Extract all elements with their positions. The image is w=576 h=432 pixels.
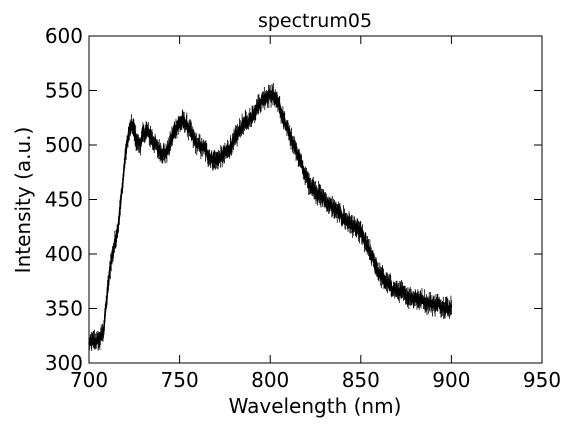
axis-tick-labels: 700 750 800 850 900 950 300 350 400 450 500 550 600 <box>45 24 561 392</box>
y-tick-label: 300 <box>45 351 83 375</box>
chart-title: spectrum05 <box>258 10 372 32</box>
x-tick-label: 800 <box>251 368 289 392</box>
x-tick-label: 950 <box>523 368 561 392</box>
x-tick-label: 850 <box>342 368 380 392</box>
x-tick-label: 700 <box>70 368 108 392</box>
y-tick-label: 600 <box>45 24 83 48</box>
x-axis-label: Wavelength (nm) <box>229 394 402 418</box>
y-tick-label: 400 <box>45 242 83 266</box>
series-line <box>88 88 453 345</box>
x-tick-label: 900 <box>432 368 470 392</box>
y-tick-label: 550 <box>45 79 83 103</box>
y-tick-label: 500 <box>45 133 83 157</box>
plot-content <box>88 82 453 352</box>
y-tick-label: 350 <box>45 297 83 321</box>
x-tick-label: 750 <box>161 368 199 392</box>
axis-ticks <box>88 35 543 364</box>
y-tick-label: 450 <box>45 188 83 212</box>
y-axis-label: Intensity (a.u.) <box>11 127 35 274</box>
